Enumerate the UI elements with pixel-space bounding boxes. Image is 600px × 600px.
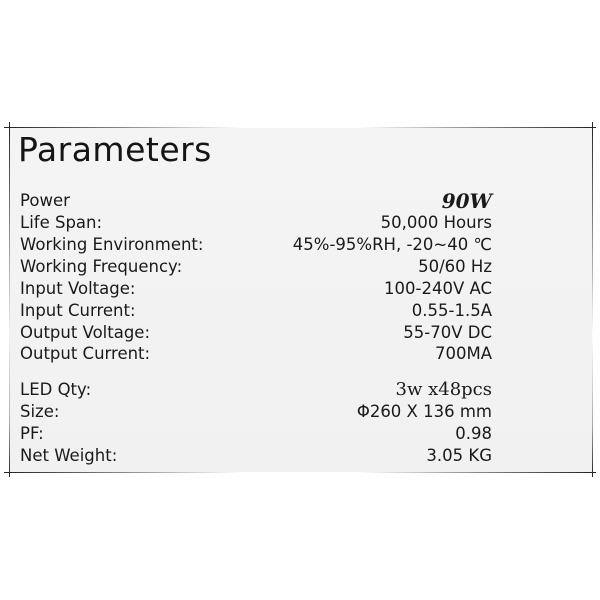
spec-label: Output Current: <box>20 344 151 363</box>
spec-value: 3.05 KG <box>426 446 492 465</box>
spec-label: Input Voltage: <box>20 279 136 298</box>
spec-value: 90W <box>441 189 492 213</box>
spec-row: Output Voltage: 55-70V DC <box>20 322 492 344</box>
spec-label: Working Environment: <box>20 235 204 254</box>
spec-row: PF: 0.98 <box>20 423 492 445</box>
left-border <box>9 122 10 477</box>
spec-value: 3w x48pcs <box>395 379 492 400</box>
spec-row: Output Current: 700MA <box>20 343 492 365</box>
spec-value: 0.55-1.5A <box>411 301 492 320</box>
spec-value: 100-240V AC <box>384 279 492 298</box>
spec-value: 50,000 Hours <box>380 213 492 232</box>
spec-value: 700MA <box>434 344 492 363</box>
spec-row: LED Qty: 3w x48pcs <box>20 379 492 401</box>
spec-label: Working Frequency: <box>20 257 183 276</box>
spec-row: Working Environment: 45%-95%RH, -20~40 ℃ <box>20 234 492 256</box>
spec-label: Size: <box>20 402 60 421</box>
spec-row: Input Current: 0.55-1.5A <box>20 300 492 322</box>
spec-row: Working Frequency: 50/60 Hz <box>20 256 492 278</box>
spec-row: Power 90W <box>20 190 492 212</box>
spec-label: Life Span: <box>20 213 103 232</box>
spec-row: Net Weight: 3.05 KG <box>20 445 492 467</box>
spec-label: Net Weight: <box>20 446 118 465</box>
page-title: Parameters <box>18 130 212 169</box>
spec-label: Output Voltage: <box>20 323 151 342</box>
spec-label: PF: <box>20 424 44 443</box>
spec-label: Power <box>20 191 70 210</box>
parameters-panel <box>9 128 592 472</box>
bottom-divider <box>4 472 596 473</box>
spec-row: Input Voltage: 100-240V AC <box>20 278 492 300</box>
spec-value: Φ260 X 136 mm <box>356 402 492 421</box>
spec-value: 0.98 <box>455 424 492 443</box>
top-divider <box>4 127 596 128</box>
spec-row: Life Span: 50,000 Hours <box>20 212 492 234</box>
spec-label: Input Current: <box>20 301 136 320</box>
right-border <box>592 122 593 477</box>
spec-value: 55-70V DC <box>403 323 492 342</box>
spec-label: LED Qty: <box>20 380 92 399</box>
spec-value: 45%-95%RH, -20~40 ℃ <box>292 235 492 254</box>
spec-row: Size: Φ260 X 136 mm <box>20 401 492 423</box>
spec-value: 50/60 Hz <box>418 257 492 276</box>
